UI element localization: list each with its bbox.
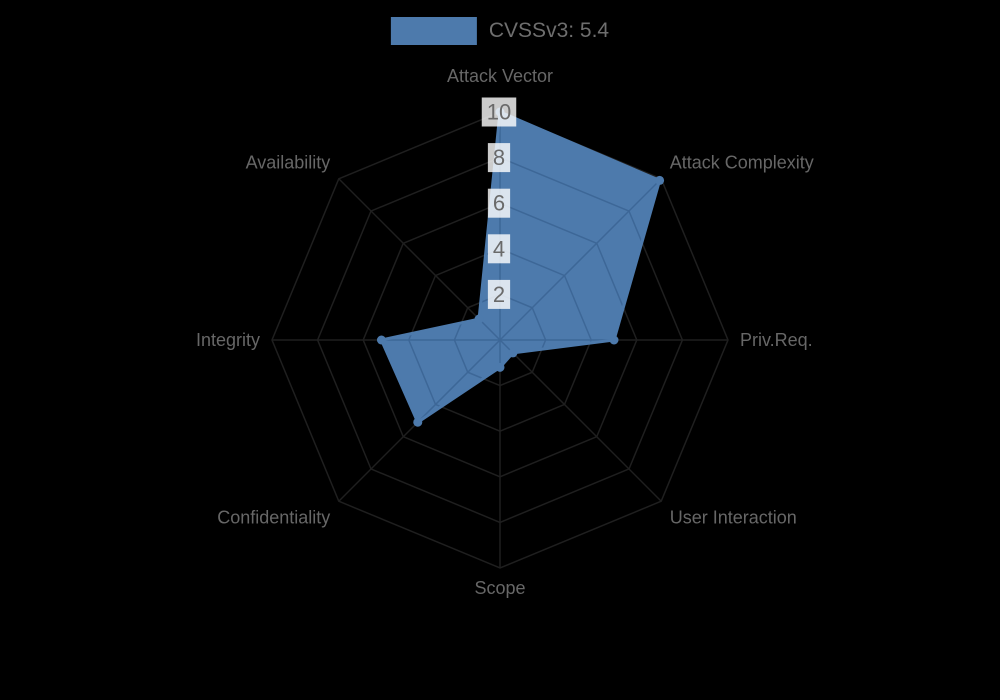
- axis-label-priv-req-: Priv.Req.: [740, 330, 813, 350]
- tick-backdrop: [487, 188, 511, 218]
- tick-label: 10: [487, 100, 511, 125]
- tick-backdrop: [487, 234, 511, 264]
- data-point: [495, 362, 505, 372]
- axis-label-attack-vector: Attack Vector: [447, 66, 553, 86]
- dataset-area: [381, 112, 660, 423]
- legend-color-swatch: [390, 17, 477, 45]
- axis-label-scope: Scope: [474, 578, 525, 598]
- data-point: [609, 335, 619, 345]
- tick-backdrop: [487, 279, 511, 309]
- legend-label: CVSSv3: 5.4: [488, 19, 610, 42]
- data-point: [655, 175, 665, 185]
- data-point: [376, 335, 386, 345]
- data-point: [413, 417, 423, 427]
- tick-label: 8: [493, 145, 505, 170]
- tick-backdrop: [487, 143, 511, 173]
- axis-label-integrity: Integrity: [196, 330, 260, 350]
- legend-item[interactable]: CVSSv3: 5.4: [390, 17, 610, 45]
- axis-label-attack-complexity: Attack Complexity: [670, 152, 814, 172]
- axis-label-user-interaction: User Interaction: [670, 508, 797, 528]
- tick-backdrop: [481, 97, 517, 127]
- tick-label: 2: [493, 282, 505, 307]
- axis-label-availability: Availability: [246, 152, 331, 172]
- tick-label: 6: [493, 191, 505, 216]
- data-point: [508, 348, 518, 358]
- axis-label-confidentiality: Confidentiality: [217, 508, 330, 528]
- tick-label: 4: [493, 236, 505, 261]
- data-point: [474, 314, 484, 324]
